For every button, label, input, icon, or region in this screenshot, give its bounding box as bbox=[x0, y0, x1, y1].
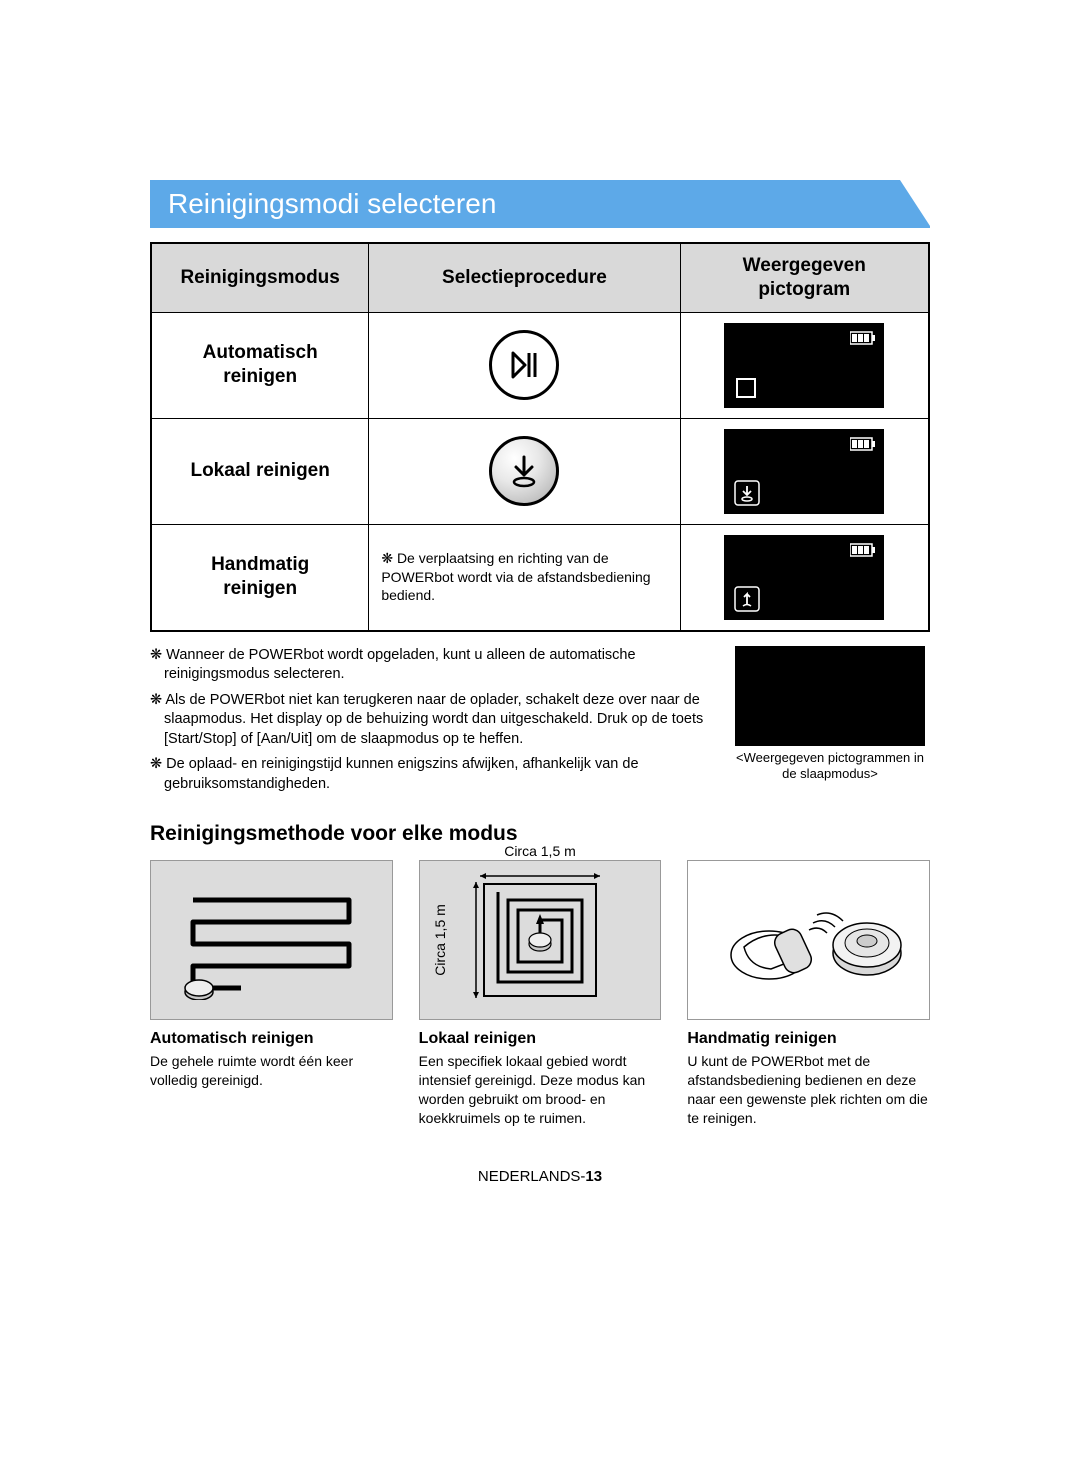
table-row: Automatisch reinigen bbox=[151, 312, 929, 418]
col-mode: Reinigingsmodus bbox=[151, 243, 369, 312]
method-manual: Handmatig reinigen U kunt de POWERbot me… bbox=[687, 860, 930, 1128]
mode-auto-text: Automatisch reinigen bbox=[203, 342, 318, 387]
battery-icon bbox=[850, 543, 876, 557]
auto-mode-icon bbox=[736, 378, 756, 398]
method-manual-desc: U kunt de POWERbot met de afstandsbedien… bbox=[687, 1052, 930, 1128]
methods-row: Automatisch reinigen De gehele ruimte wo… bbox=[150, 860, 930, 1128]
play-pause-icon bbox=[489, 330, 559, 400]
down-arrow-icon bbox=[489, 436, 559, 506]
manual-mode-icon bbox=[734, 586, 760, 612]
dim-horizontal: Circa 1,5 m bbox=[504, 843, 576, 859]
footer-lang: NEDERLANDS- bbox=[478, 1168, 586, 1185]
note-item: ❋ Als de POWERbot niet kan terugkeren na… bbox=[150, 691, 712, 750]
col-pictogram: Weergegeven pictogram bbox=[680, 243, 929, 312]
sleep-caption: <Weergegeven pictogrammen in de slaapmod… bbox=[730, 750, 930, 784]
page-title-text: Reinigingsmodi selecteren bbox=[168, 188, 496, 219]
note-item: ❋ Wanneer de POWERbot wordt opgeladen, k… bbox=[150, 646, 712, 685]
page-title: Reinigingsmodi selecteren bbox=[150, 180, 930, 228]
table-row: Handmatig reinigen ❋ De verplaatsing en … bbox=[151, 524, 929, 631]
sleep-display-screen bbox=[735, 646, 925, 746]
table-row: Lokaal reinigen bbox=[151, 418, 929, 524]
mode-auto-label: Automatisch reinigen bbox=[151, 312, 369, 418]
display-screen bbox=[724, 429, 884, 514]
mode-local-label: Lokaal reinigen bbox=[151, 418, 369, 524]
modes-table: Reinigingsmodus Selectieprocedure Weerge… bbox=[150, 242, 930, 632]
sleep-display-block: <Weergegeven pictogrammen in de slaapmod… bbox=[730, 646, 930, 784]
display-screen bbox=[724, 535, 884, 620]
footer-pagenum: 13 bbox=[585, 1168, 602, 1185]
method-local-title: Lokaal reinigen bbox=[419, 1030, 662, 1048]
method-manual-title: Handmatig reinigen bbox=[687, 1030, 930, 1048]
dim-vertical: Circa 1,5 m bbox=[431, 905, 447, 977]
method-auto-title: Automatisch reinigen bbox=[150, 1030, 393, 1048]
note-item: ❋ De oplaad- en reinigingstijd kunnen en… bbox=[150, 755, 712, 794]
battery-icon bbox=[850, 331, 876, 345]
notes-block: ❋ Wanneer de POWERbot wordt opgeladen, k… bbox=[150, 646, 712, 801]
display-local-cell bbox=[680, 418, 929, 524]
col-pictogram-l2: pictogram bbox=[758, 279, 850, 300]
auto-pattern-figure bbox=[150, 860, 393, 1020]
local-pattern-figure: Circa 1,5 m Circa 1,5 m bbox=[419, 860, 662, 1020]
method-local: Circa 1,5 m Circa 1,5 m Lokaal reini bbox=[419, 860, 662, 1128]
display-manual-cell bbox=[680, 524, 929, 631]
proc-manual-text: ❋ De verplaatsing en richting van de POW… bbox=[369, 524, 680, 631]
page-footer: NEDERLANDS-13 bbox=[150, 1168, 930, 1185]
col-procedure: Selectieprocedure bbox=[369, 243, 680, 312]
proc-local bbox=[369, 418, 680, 524]
proc-auto bbox=[369, 312, 680, 418]
remote-figure bbox=[687, 860, 930, 1020]
mode-manual-label: Handmatig reinigen bbox=[151, 524, 369, 631]
display-screen bbox=[724, 323, 884, 408]
col-pictogram-l1: Weergegeven bbox=[743, 255, 866, 276]
method-local-desc: Een specifiek lokaal gebied wordt intens… bbox=[419, 1052, 662, 1128]
display-auto-cell bbox=[680, 312, 929, 418]
method-auto: Automatisch reinigen De gehele ruimte wo… bbox=[150, 860, 393, 1128]
spot-mode-icon bbox=[734, 480, 760, 506]
mode-manual-text: Handmatig reinigen bbox=[211, 554, 309, 599]
battery-icon bbox=[850, 437, 876, 451]
method-auto-desc: De gehele ruimte wordt één keer volledig… bbox=[150, 1052, 393, 1090]
